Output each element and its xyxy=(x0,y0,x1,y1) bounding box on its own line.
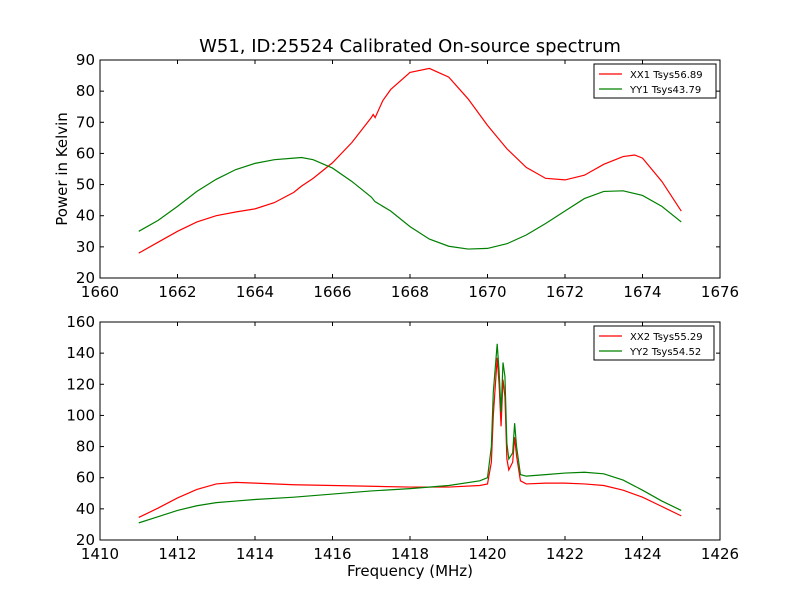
x-tick-label: 1422 xyxy=(546,545,584,563)
y-tick-label: 30 xyxy=(76,238,95,256)
y-tick-label: 160 xyxy=(66,313,95,331)
x-tick-label: 1424 xyxy=(623,545,661,563)
x-tick-label: 1420 xyxy=(468,545,506,563)
y-tick-label: 60 xyxy=(76,144,95,162)
x-tick-label: 1410 xyxy=(81,545,119,563)
top-panel: 1660 1662 1664 1666 1668 1670 1672 1674 1676 20 30… xyxy=(76,51,739,301)
y-tick-label: 70 xyxy=(76,113,95,131)
y-tick-label: 80 xyxy=(76,82,95,100)
x-tick-label: 1412 xyxy=(158,545,196,563)
x-tick-label: 1672 xyxy=(546,283,584,301)
y-tick-label: 90 xyxy=(76,51,95,69)
y-tick-label: 140 xyxy=(66,344,95,362)
y-tick-label: 20 xyxy=(76,531,95,549)
chart-title: W51, ID:25524 Calibrated On-source spect… xyxy=(199,36,621,57)
x-tick-label: 1416 xyxy=(313,545,351,563)
legend-label: YY1 Tsys43.79 xyxy=(629,85,701,96)
series-line-xx2 xyxy=(138,357,682,518)
y-tick-label: 60 xyxy=(76,469,95,487)
x-tick-label: 1426 xyxy=(701,545,739,563)
legend: XX2 Tsys55.29 YY2 Tsys54.52 xyxy=(593,325,715,361)
y-tick-label: 20 xyxy=(76,269,95,287)
series-line-yy2 xyxy=(138,343,682,524)
legend-label: YY2 Tsys54.52 xyxy=(629,347,701,358)
y-tick-label: 120 xyxy=(66,375,95,393)
x-tick-label: 1660 xyxy=(81,283,119,301)
series-line-yy1 xyxy=(138,156,682,250)
legend-label: XX1 Tsys56.89 xyxy=(630,70,703,81)
x-tick-label: 1662 xyxy=(158,283,196,301)
y-tick-label: 40 xyxy=(76,207,95,225)
x-tick-label: 1418 xyxy=(391,545,429,563)
x-tick-label: 1670 xyxy=(468,283,506,301)
legend-box xyxy=(593,325,715,361)
y-tick-label: 50 xyxy=(76,176,95,194)
x-tick-label: 1414 xyxy=(236,545,274,563)
bottom-panel: 1410 1412 1414 1416 1418 1420 1422 1424 1426 20 40… xyxy=(66,313,739,563)
y-tick-label: 100 xyxy=(66,406,95,424)
x-tick-label: 1676 xyxy=(701,283,739,301)
x-tick-label: 1664 xyxy=(236,283,274,301)
series-line-xx1 xyxy=(138,67,682,254)
y-axis-label: Power in Kelvin xyxy=(53,112,71,226)
x-tick-label: 1674 xyxy=(623,283,661,301)
x-tick-label: 1666 xyxy=(313,283,351,301)
y-tick-label: 40 xyxy=(76,500,95,518)
x-axis-label: Frequency (MHz) xyxy=(347,562,473,580)
x-tick-label: 1668 xyxy=(391,283,429,301)
y-tick-label: 80 xyxy=(76,438,95,456)
legend-box xyxy=(593,63,717,99)
legend-label: XX2 Tsys55.29 xyxy=(630,332,703,343)
legend: XX1 Tsys56.89 YY1 Tsys43.79 xyxy=(593,63,717,99)
